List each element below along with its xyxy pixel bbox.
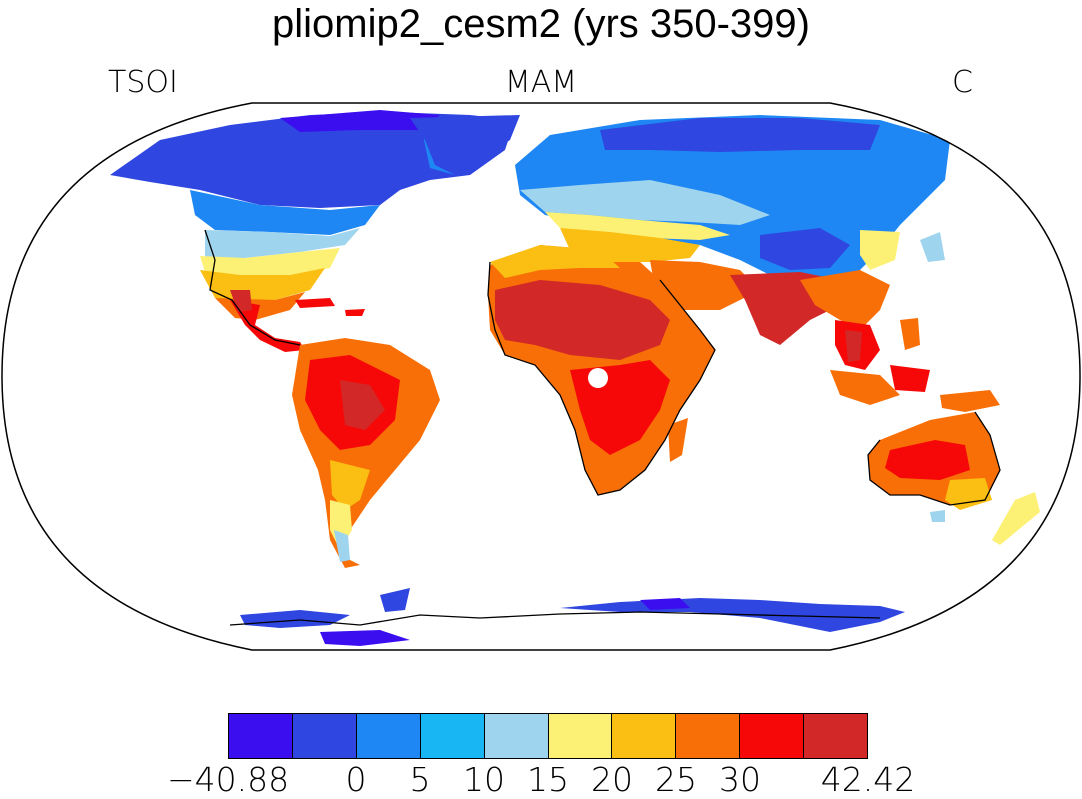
eurasia (515, 115, 950, 370)
units-label: C (952, 65, 973, 100)
colorbar-cell (484, 714, 549, 758)
north-america (110, 110, 515, 352)
colorbar-cell (676, 714, 741, 758)
maritime-se-asia (830, 318, 1000, 412)
colorbar-tick-label: 25 (655, 760, 697, 799)
australia (868, 412, 1040, 545)
colorbar-cell (548, 714, 613, 758)
colorbar-tick-label: 15 (527, 760, 569, 799)
africa (488, 245, 715, 495)
colorbar-tick-label: 20 (591, 760, 633, 799)
colorbar-cell (420, 714, 485, 758)
colorbar-cell (229, 714, 293, 758)
colorbar-tick-label: 10 (463, 760, 505, 799)
colorbar-tick-label: −40.88 (166, 760, 290, 799)
caribbean-islands (295, 298, 365, 316)
colorbar-tick-label: 5 (409, 760, 431, 799)
colorbar-cell (356, 714, 421, 758)
greenland (410, 115, 520, 175)
colorbar-tick-label: 30 (719, 760, 761, 799)
coastlines (204, 229, 1001, 626)
colorbar-cell (804, 714, 868, 758)
colorbar-cell (292, 714, 357, 758)
colorbar (228, 713, 868, 759)
colorbar-tick-label: 0 (345, 760, 367, 799)
variable-label: TSOI (108, 65, 178, 100)
colorbar-cell (740, 714, 805, 758)
map-border (1, 102, 1081, 651)
south-america (292, 338, 440, 568)
season-label: MAM (504, 65, 578, 100)
map-title: pliomip2_cesm2 (yrs 350-399) (271, 2, 810, 46)
colorbar-tick-label: 42.42 (820, 760, 916, 799)
antarctica (230, 588, 905, 650)
colorbar-cell (612, 714, 677, 758)
